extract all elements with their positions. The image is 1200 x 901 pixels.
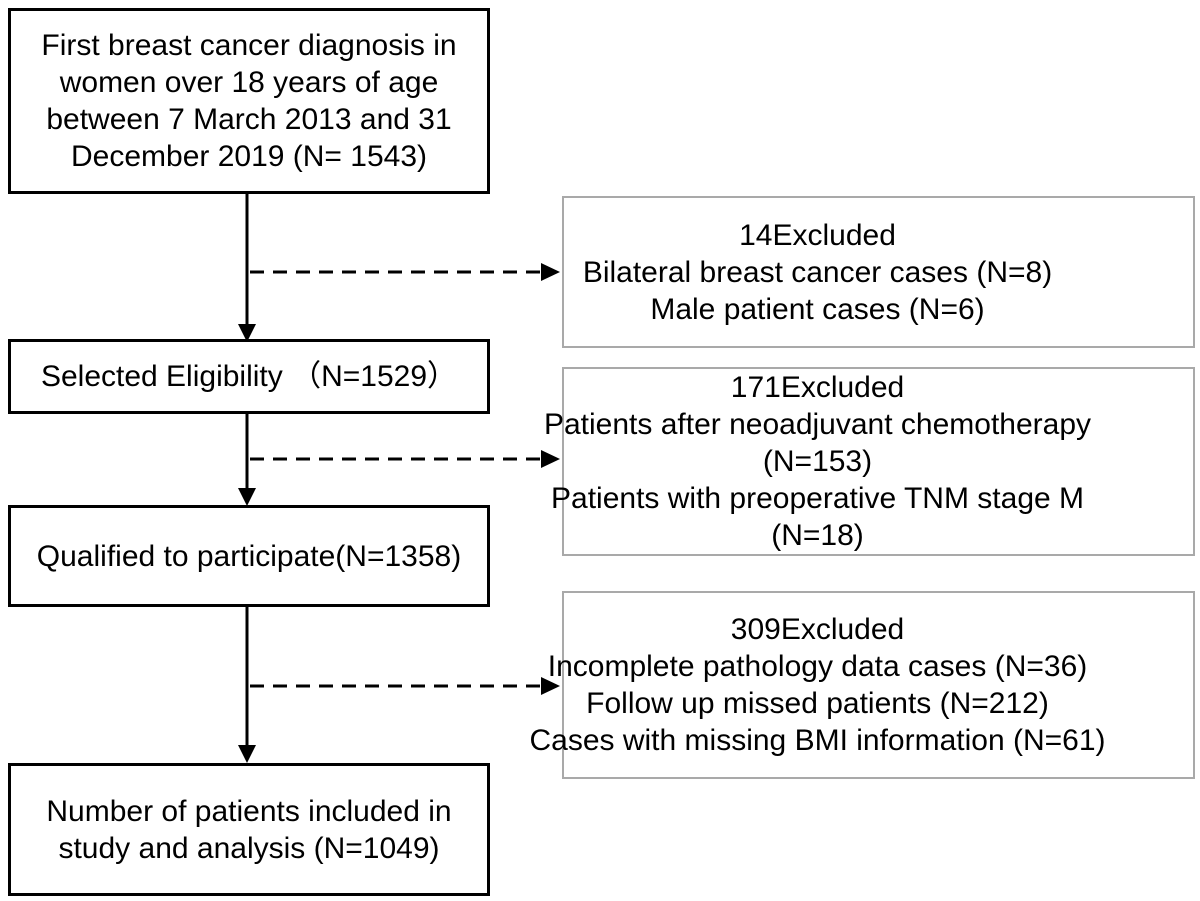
text-line: study and analysis (N=1049) <box>58 831 440 865</box>
text-line: (N=18) <box>771 519 864 552</box>
text-line: women over 18 years of age <box>59 66 439 99</box>
arrow-dashed-2 <box>250 450 560 468</box>
arrow-down-2 <box>238 414 256 506</box>
text-line: 14Excluded <box>739 218 896 252</box>
text-line: Qualified to participate(N=1358) <box>36 539 462 573</box>
flow-box-included-in-analysis: Number of patients included in study and… <box>8 763 490 896</box>
text-line: Follow up missed patients (N=212) <box>586 687 1049 720</box>
flow-box-qualified-to-participate: Qualified to participate(N=1358) <box>8 505 490 607</box>
text-line: between 7 March 2013 and 31 <box>46 103 452 136</box>
text-line: First breast cancer diagnosis in <box>41 29 457 62</box>
exclusion-box-309-excluded: 309Excluded Incomplete pathology data ca… <box>529 591 1195 779</box>
text-line: (N=153) <box>762 445 873 478</box>
arrow-down-3 <box>238 607 256 763</box>
arrow-down-1 <box>238 194 256 342</box>
text-line: December 2019 (N= 1543) <box>70 140 428 173</box>
text-line: Selected Eligibility （N=1529） <box>40 360 458 393</box>
text-line: Bilateral breast cancer cases (N=8) <box>582 255 1053 289</box>
exclusion-box-14-excluded: 14Excluded Bilateral breast cancer cases… <box>562 196 1195 348</box>
text-line: 171Excluded <box>730 371 905 404</box>
arrow-dashed-1 <box>250 263 560 281</box>
exclusion-box-171-excluded: 171Excluded Patients after neoadjuvant c… <box>544 367 1195 556</box>
text-line: Patients with preoperative TNM stage M <box>551 482 1085 515</box>
text-line: Incomplete pathology data cases (N=36) <box>547 650 1088 683</box>
arrow-dashed-3 <box>250 677 560 695</box>
text-line: Cases with missing BMI information (N=61… <box>529 724 1106 757</box>
text-line: Male patient cases (N=6) <box>650 292 985 326</box>
flow-box-selected-eligibility: Selected Eligibility （N=1529） <box>8 339 490 414</box>
text-line: Patients after neoadjuvant chemotherapy <box>543 408 1092 441</box>
flow-box-initial-diagnosis: First breast cancer diagnosis in women o… <box>8 8 490 194</box>
text-line: Number of patients included in <box>46 794 452 828</box>
text-line: 309Excluded <box>730 613 905 646</box>
